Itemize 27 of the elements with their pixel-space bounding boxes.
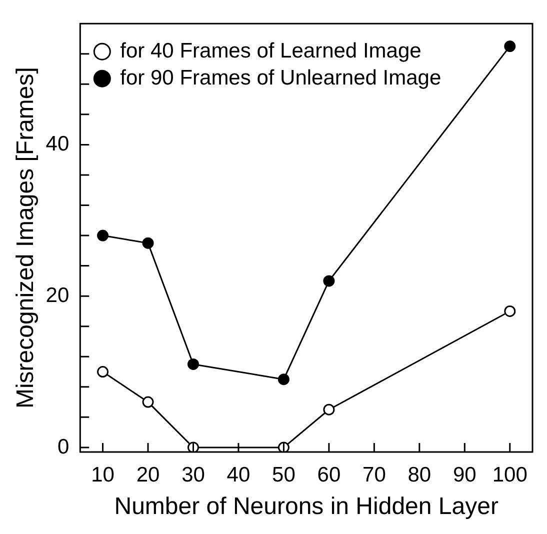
legend-label: for 90 Frames of Unlearned Image	[120, 66, 442, 90]
x-tick-label: 100	[492, 463, 528, 486]
x-tick-label: 80	[408, 463, 432, 486]
x-tick-label: 60	[317, 463, 341, 486]
point	[504, 305, 516, 317]
x-tick-label: 20	[136, 463, 160, 486]
y-axis-title: Misrecognized Images [Frames]	[12, 67, 40, 409]
point	[142, 396, 154, 408]
x-tick-label: 70	[362, 463, 386, 486]
x-tick-label: 30	[182, 463, 205, 486]
point	[187, 358, 199, 370]
y-tick-label: 20	[46, 284, 70, 307]
x-tick-label: 50	[272, 463, 296, 486]
point	[323, 275, 335, 287]
x-tick-label: 40	[226, 463, 250, 486]
y-tick-label: 0	[57, 435, 70, 458]
x-tick-label: 90	[452, 463, 476, 486]
x-tick-label: 10	[91, 463, 114, 486]
point	[142, 237, 154, 249]
point	[504, 40, 516, 52]
point	[97, 230, 109, 242]
legend-label: for 40 Frames of Learned Image	[120, 39, 422, 62]
point	[323, 404, 335, 416]
point	[97, 366, 109, 378]
y-tick-label: 40	[46, 132, 70, 156]
point	[278, 374, 290, 386]
x-axis-title: Number of Neurons in Hidden Layer	[114, 493, 498, 520]
